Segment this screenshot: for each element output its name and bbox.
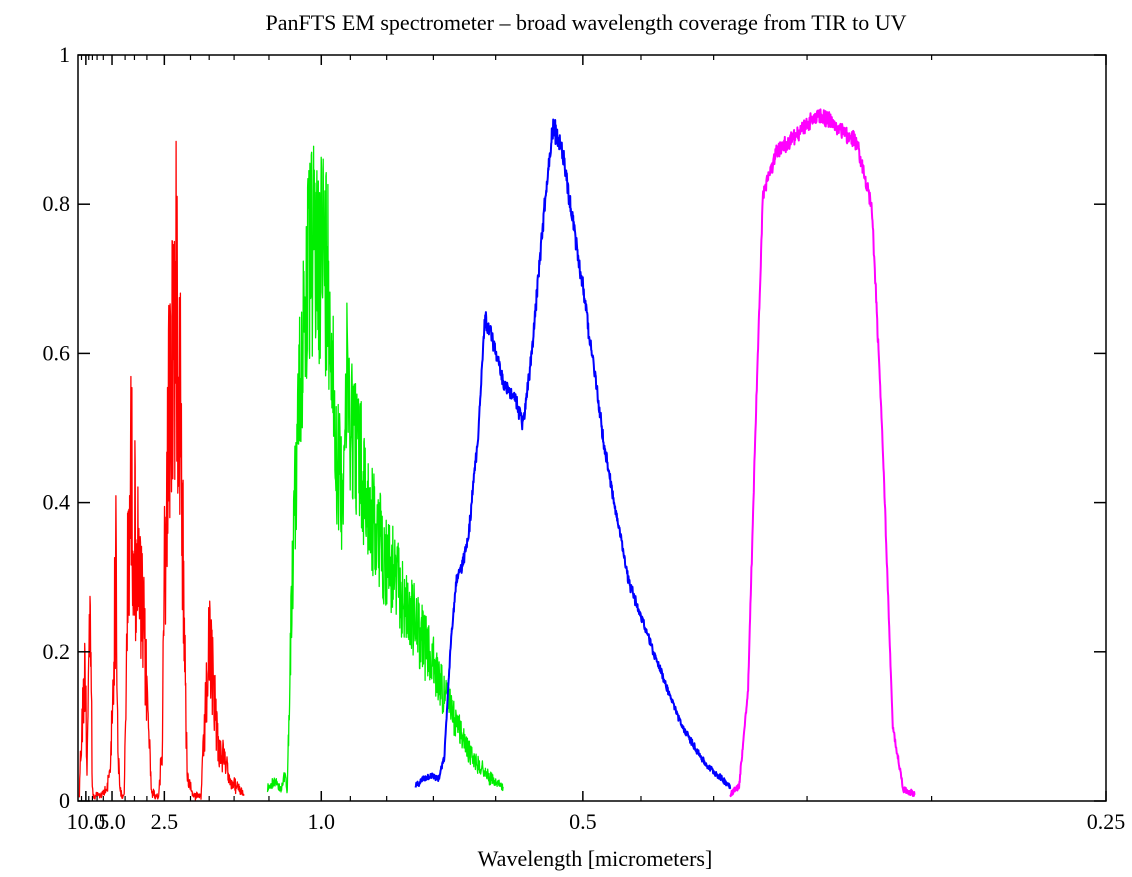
series-layer xyxy=(78,108,916,801)
plot-area: 10.05.0 2.5 1.0 0.5 0.25 0 0.2 0.4 0.6 0.8 1 xyxy=(43,42,1126,834)
spectrum-series-line xyxy=(414,118,732,790)
spectrum-series-line xyxy=(78,140,245,801)
x-axis-label: Wavelength [micrometers] xyxy=(478,846,713,871)
x-tick-label: 10.0 xyxy=(67,809,106,834)
y-tick-label: 1 xyxy=(59,42,70,67)
plot-frame xyxy=(77,54,1107,802)
tick-layer: 10.05.0 2.5 1.0 0.5 0.25 0 0.2 0.4 0.6 0.8 1 xyxy=(43,42,1126,834)
spectrum-series-line xyxy=(266,145,504,794)
y-tick-label: 0.2 xyxy=(43,639,71,664)
x-tick-label: 0.25 xyxy=(1087,809,1126,834)
y-tick-label: 0 xyxy=(59,788,70,813)
x-tick-label: 2.5 xyxy=(151,809,179,834)
chart-title: PanFTS EM spectrometer – broad wavelengt… xyxy=(265,10,906,35)
x-tick-label: 5.0 xyxy=(98,809,126,834)
x-tick-label: 1.0 xyxy=(308,809,336,834)
y-tick-label: 0.8 xyxy=(43,191,71,216)
x-tick-label: 0.5 xyxy=(569,809,597,834)
spectrum-series-line xyxy=(729,108,916,798)
y-tick-label: 0.4 xyxy=(43,490,71,515)
y-tick-label: 0.6 xyxy=(43,340,71,365)
